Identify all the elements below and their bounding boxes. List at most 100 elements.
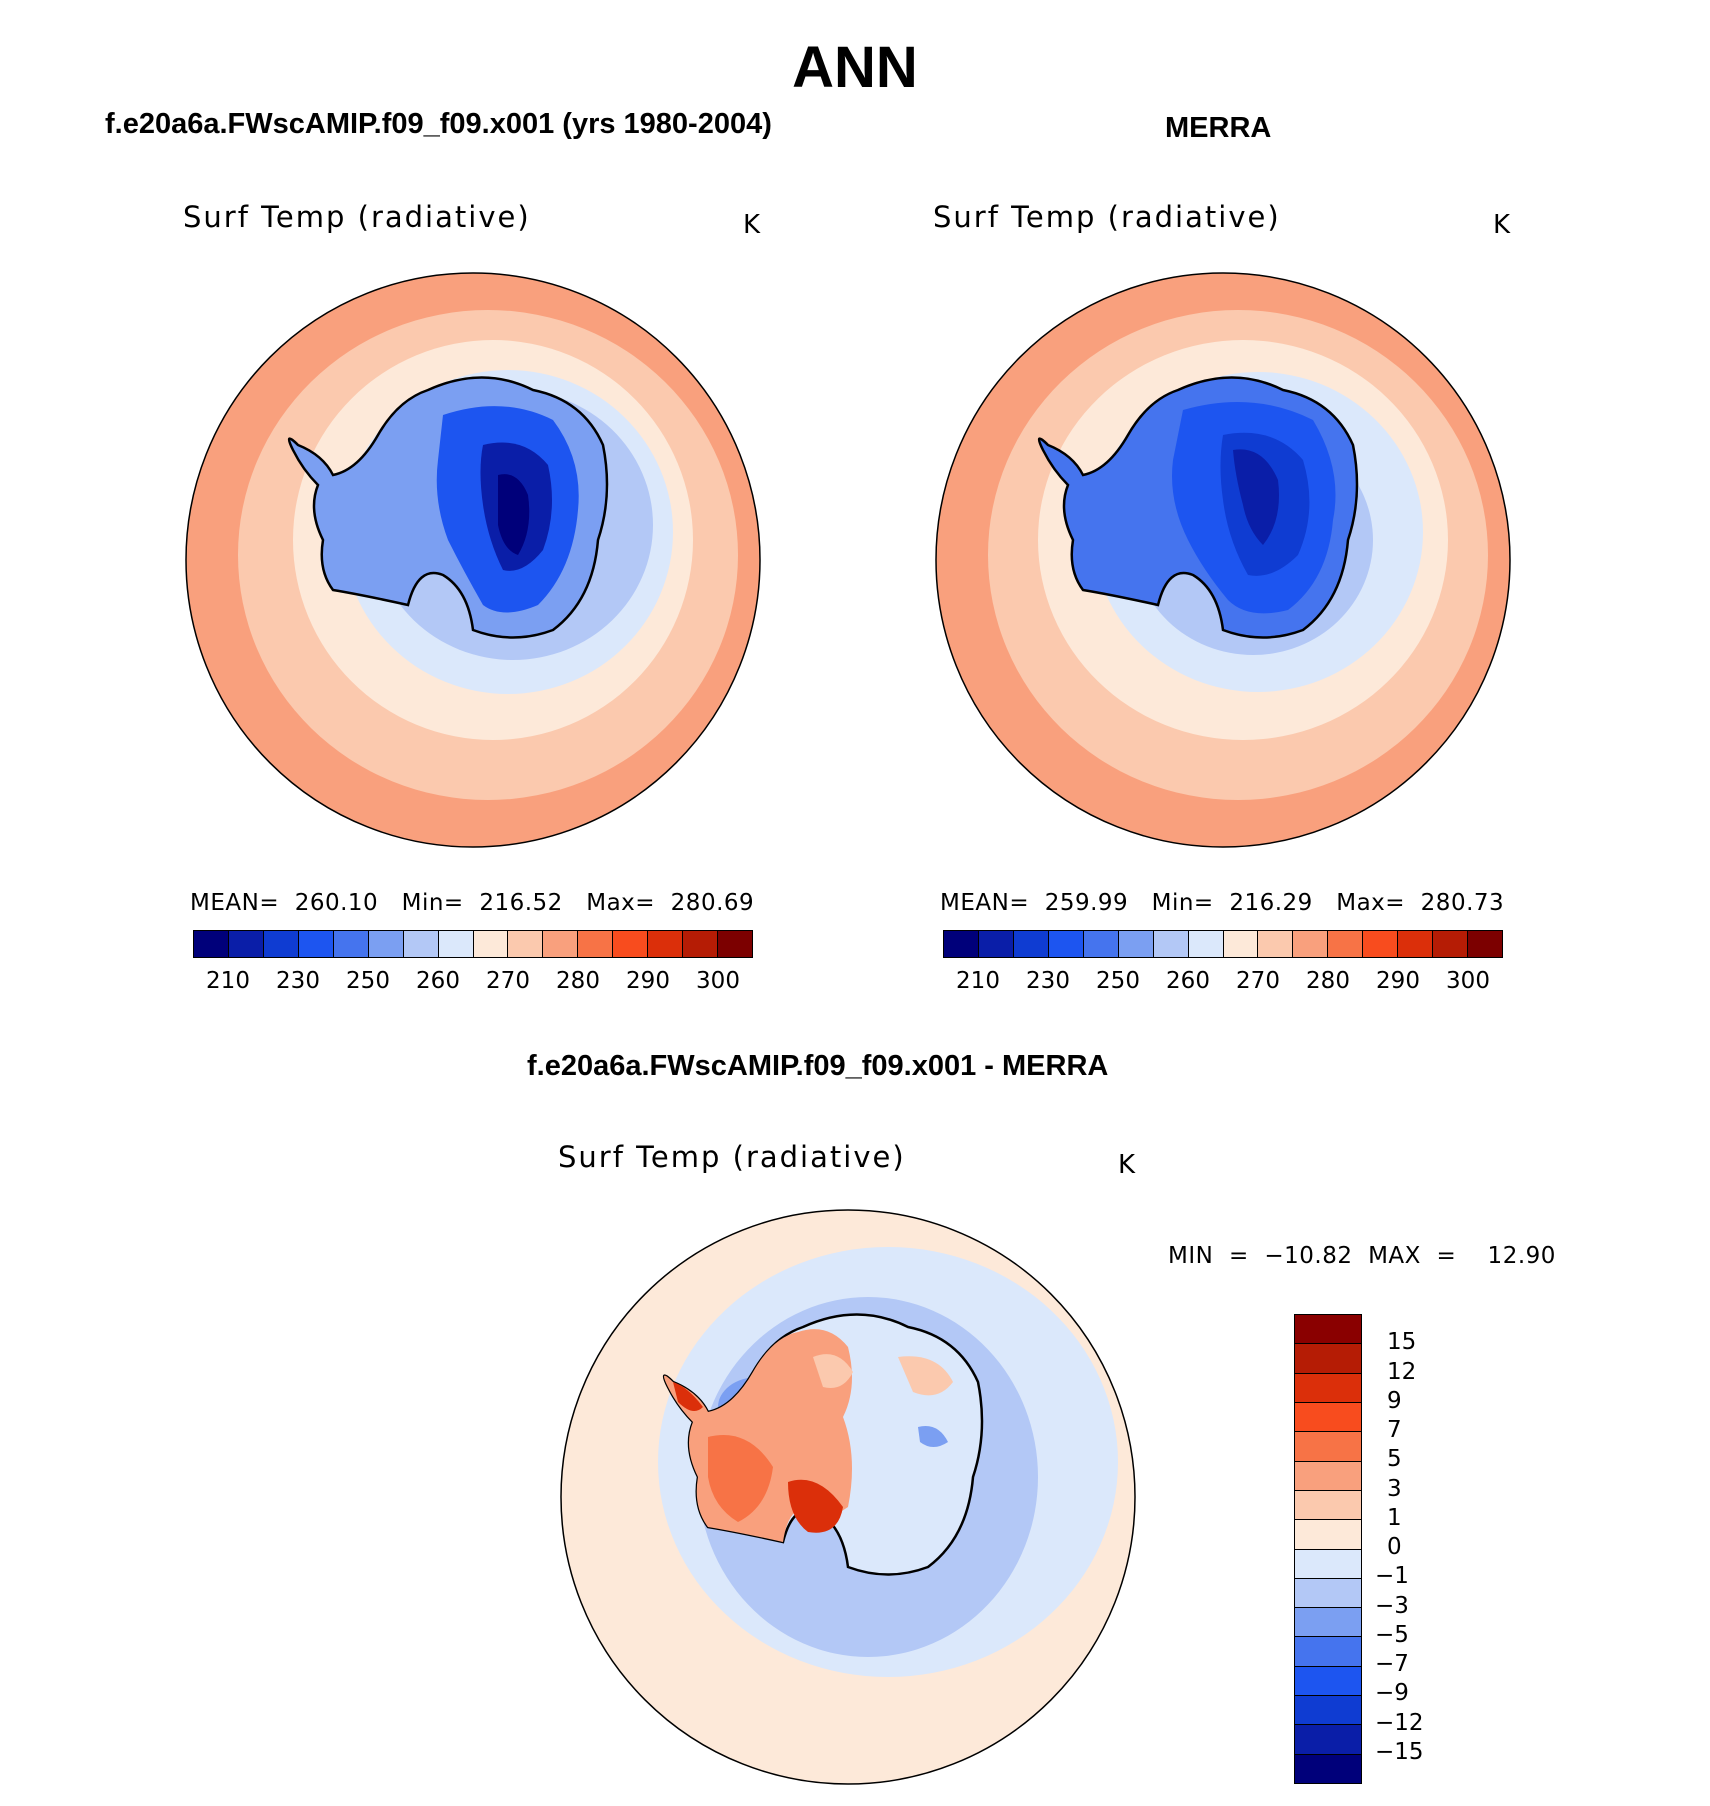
colorbar-swatch xyxy=(1328,931,1364,957)
colorbar-swatch xyxy=(1153,931,1189,957)
panel1-colorbar-ticks: 210 230 250 260 270 280 290 300 xyxy=(193,968,753,998)
panel2-case-title: MERRA xyxy=(1165,112,1272,144)
colorbar-tick-label: 7 xyxy=(1387,1417,1402,1443)
panel1-colorbar xyxy=(193,930,753,958)
colorbar-swatch xyxy=(1048,931,1084,957)
colorbar-tick-label: 9 xyxy=(1387,1387,1402,1414)
colorbar-tick-label: 5 xyxy=(1387,1446,1402,1473)
colorbar-swatch xyxy=(718,931,752,957)
colorbar-swatch xyxy=(578,931,614,957)
colorbar-swatch xyxy=(1295,1344,1361,1374)
colorbar-swatch xyxy=(1258,931,1294,957)
colorbar-swatch xyxy=(1295,1608,1361,1638)
colorbar-tick-label: 12 xyxy=(1387,1358,1417,1385)
colorbar-swatch xyxy=(1295,1549,1361,1579)
colorbar-swatch xyxy=(1295,1432,1361,1462)
colorbar-swatch xyxy=(1295,1666,1361,1697)
colorbar-tick-label: −9 xyxy=(1375,1680,1409,1707)
colorbar-swatch xyxy=(648,931,684,957)
colorbar-swatch xyxy=(1295,1461,1361,1491)
colorbar-tick-label: 230 xyxy=(276,968,320,994)
colorbar-tick-label: −12 xyxy=(1375,1709,1424,1736)
colorbar-tick-label: 250 xyxy=(1096,968,1140,994)
colorbar-swatch xyxy=(1188,931,1224,957)
colorbar-tick-label: 290 xyxy=(1376,968,1420,994)
colorbar-tick-label: 300 xyxy=(696,968,740,994)
panel3-stats: MIN = −10.82 MAX = 12.90 xyxy=(1168,1243,1556,1269)
panel2-polar-map xyxy=(935,272,1511,848)
colorbar-swatch xyxy=(683,931,719,957)
colorbar-swatch xyxy=(1295,1520,1361,1550)
colorbar-swatch xyxy=(1083,931,1119,957)
colorbar-swatch xyxy=(1295,1754,1361,1783)
colorbar-tick-label: 290 xyxy=(626,968,670,994)
colorbar-swatch xyxy=(543,931,579,957)
panel1-case-title: f.e20a6a.FWscAMIP.f09_f09.x001 (yrs 1980… xyxy=(105,108,772,140)
panel1-units: K xyxy=(743,210,761,240)
colorbar-swatch xyxy=(298,931,334,957)
colorbar-swatch xyxy=(1118,931,1154,957)
panel3-case-title: f.e20a6a.FWscAMIP.f09_f09.x001 - MERRA xyxy=(527,1050,1109,1082)
colorbar-tick-label: 300 xyxy=(1446,968,1490,994)
colorbar-tick-label: 230 xyxy=(1026,968,1070,994)
colorbar-tick-label: 250 xyxy=(346,968,390,994)
colorbar-swatch xyxy=(613,931,649,957)
colorbar-swatch xyxy=(1295,1578,1361,1609)
colorbar-tick-label: −5 xyxy=(1375,1621,1409,1648)
panel1-polar-map xyxy=(185,272,761,848)
map-boundary xyxy=(185,272,761,848)
colorbar-swatch xyxy=(228,931,264,957)
colorbar-swatch xyxy=(1223,931,1259,957)
colorbar-swatch xyxy=(1295,1373,1361,1403)
colorbar-swatch xyxy=(1295,1725,1361,1755)
colorbar-swatch xyxy=(194,931,229,957)
colorbar-tick-label: 210 xyxy=(956,968,1000,994)
colorbar-swatch xyxy=(438,931,474,957)
colorbar-swatch xyxy=(473,931,509,957)
colorbar-swatch xyxy=(944,931,979,957)
figure-title: ANN xyxy=(792,35,918,100)
colorbar-tick-label: −1 xyxy=(1375,1563,1409,1590)
panel2-units: K xyxy=(1493,210,1511,240)
panel2-var-title: Surf Temp (radiative) xyxy=(933,200,1281,234)
colorbar-tick-label: 260 xyxy=(1166,968,1210,994)
colorbar-swatch xyxy=(1295,1315,1361,1345)
colorbar-tick-label: −7 xyxy=(1375,1651,1409,1677)
colorbar-swatch xyxy=(1295,1402,1361,1433)
colorbar-swatch xyxy=(1398,931,1434,957)
colorbar-swatch xyxy=(368,931,404,957)
colorbar-tick-label: 0 xyxy=(1387,1534,1402,1560)
colorbar-swatch xyxy=(1295,1696,1361,1726)
panel3-colorbar xyxy=(1294,1314,1362,1784)
panel3-polar-map xyxy=(560,1209,1136,1785)
colorbar-tick-label: 280 xyxy=(1306,968,1350,994)
colorbar-swatch xyxy=(508,931,544,957)
colorbar-tick-label: −15 xyxy=(1375,1738,1424,1765)
panel3-colorbar-ticks: 15 12 9 7 5 3 1 0 −1 −3 −5 −7 −9 −12 −15 xyxy=(1375,1314,1465,1782)
colorbar-tick-label: 260 xyxy=(416,968,460,994)
plateau-core xyxy=(498,474,530,555)
colorbar-swatch xyxy=(978,931,1014,957)
colorbar-swatch xyxy=(1293,931,1329,957)
panel1-stats: MEAN= 260.10 Min= 216.52 Max= 280.69 xyxy=(190,890,755,916)
colorbar-swatch xyxy=(1295,1490,1361,1521)
colorbar-swatch xyxy=(333,931,369,957)
colorbar-tick-label: 270 xyxy=(486,968,530,994)
colorbar-swatch xyxy=(263,931,299,957)
colorbar-tick-label: 270 xyxy=(1236,968,1280,994)
colorbar-swatch xyxy=(403,931,439,957)
panel2-stats: MEAN= 259.99 Min= 216.29 Max= 280.73 xyxy=(940,890,1505,916)
colorbar-tick-label: 210 xyxy=(206,968,250,994)
colorbar-tick-label: 15 xyxy=(1387,1329,1417,1356)
colorbar-swatch xyxy=(1013,931,1049,957)
panel2-colorbar xyxy=(943,930,1503,958)
colorbar-tick-label: −3 xyxy=(1375,1592,1409,1619)
panel2-colorbar-ticks: 210 230 250 260 270 280 290 300 xyxy=(943,968,1503,998)
colorbar-swatch xyxy=(1295,1637,1361,1667)
colorbar-tick-label: 3 xyxy=(1387,1475,1402,1502)
colorbar-swatch xyxy=(1363,931,1399,957)
panel3-var-title: Surf Temp (radiative) xyxy=(558,1140,906,1174)
panel1-var-title: Surf Temp (radiative) xyxy=(183,200,531,234)
panel3-units: K xyxy=(1118,1150,1136,1180)
colorbar-tick-label: 280 xyxy=(556,968,600,994)
